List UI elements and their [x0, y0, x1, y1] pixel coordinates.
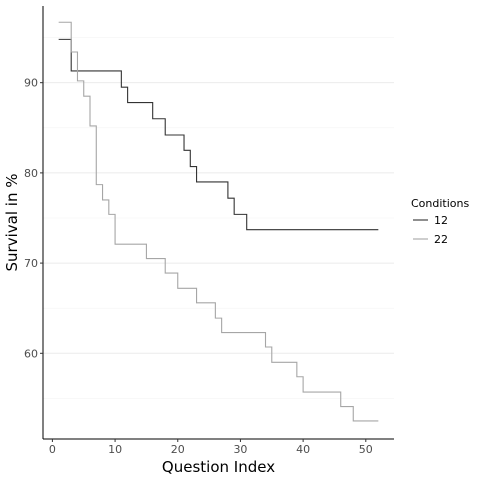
x-tick-label: 0 [49, 443, 56, 456]
series-lines [58, 21, 379, 422]
y-tick-label: 60 [24, 347, 38, 360]
x-tick-label: 50 [359, 443, 373, 456]
series-line-22 [58, 21, 379, 422]
y-tick-label: 90 [24, 77, 38, 90]
series-line-12 [58, 38, 379, 231]
y-tick-label: 80 [24, 167, 38, 180]
legend-label-22: 22 [434, 233, 448, 246]
x-axis-title: Question Index [162, 458, 275, 476]
legend-title: Conditions [411, 197, 469, 210]
axes: 0 10 20 30 40 50 60 70 80 90 [24, 6, 394, 456]
y-axis-title: Survival in % [3, 174, 21, 272]
x-tick-label: 20 [171, 443, 185, 456]
y-tick-label: 70 [24, 257, 38, 270]
x-tick-label: 10 [108, 443, 122, 456]
legend-label-12: 12 [434, 214, 448, 227]
x-tick-label: 40 [296, 443, 310, 456]
x-tick-label: 30 [233, 443, 247, 456]
grid-lines [43, 37, 394, 399]
